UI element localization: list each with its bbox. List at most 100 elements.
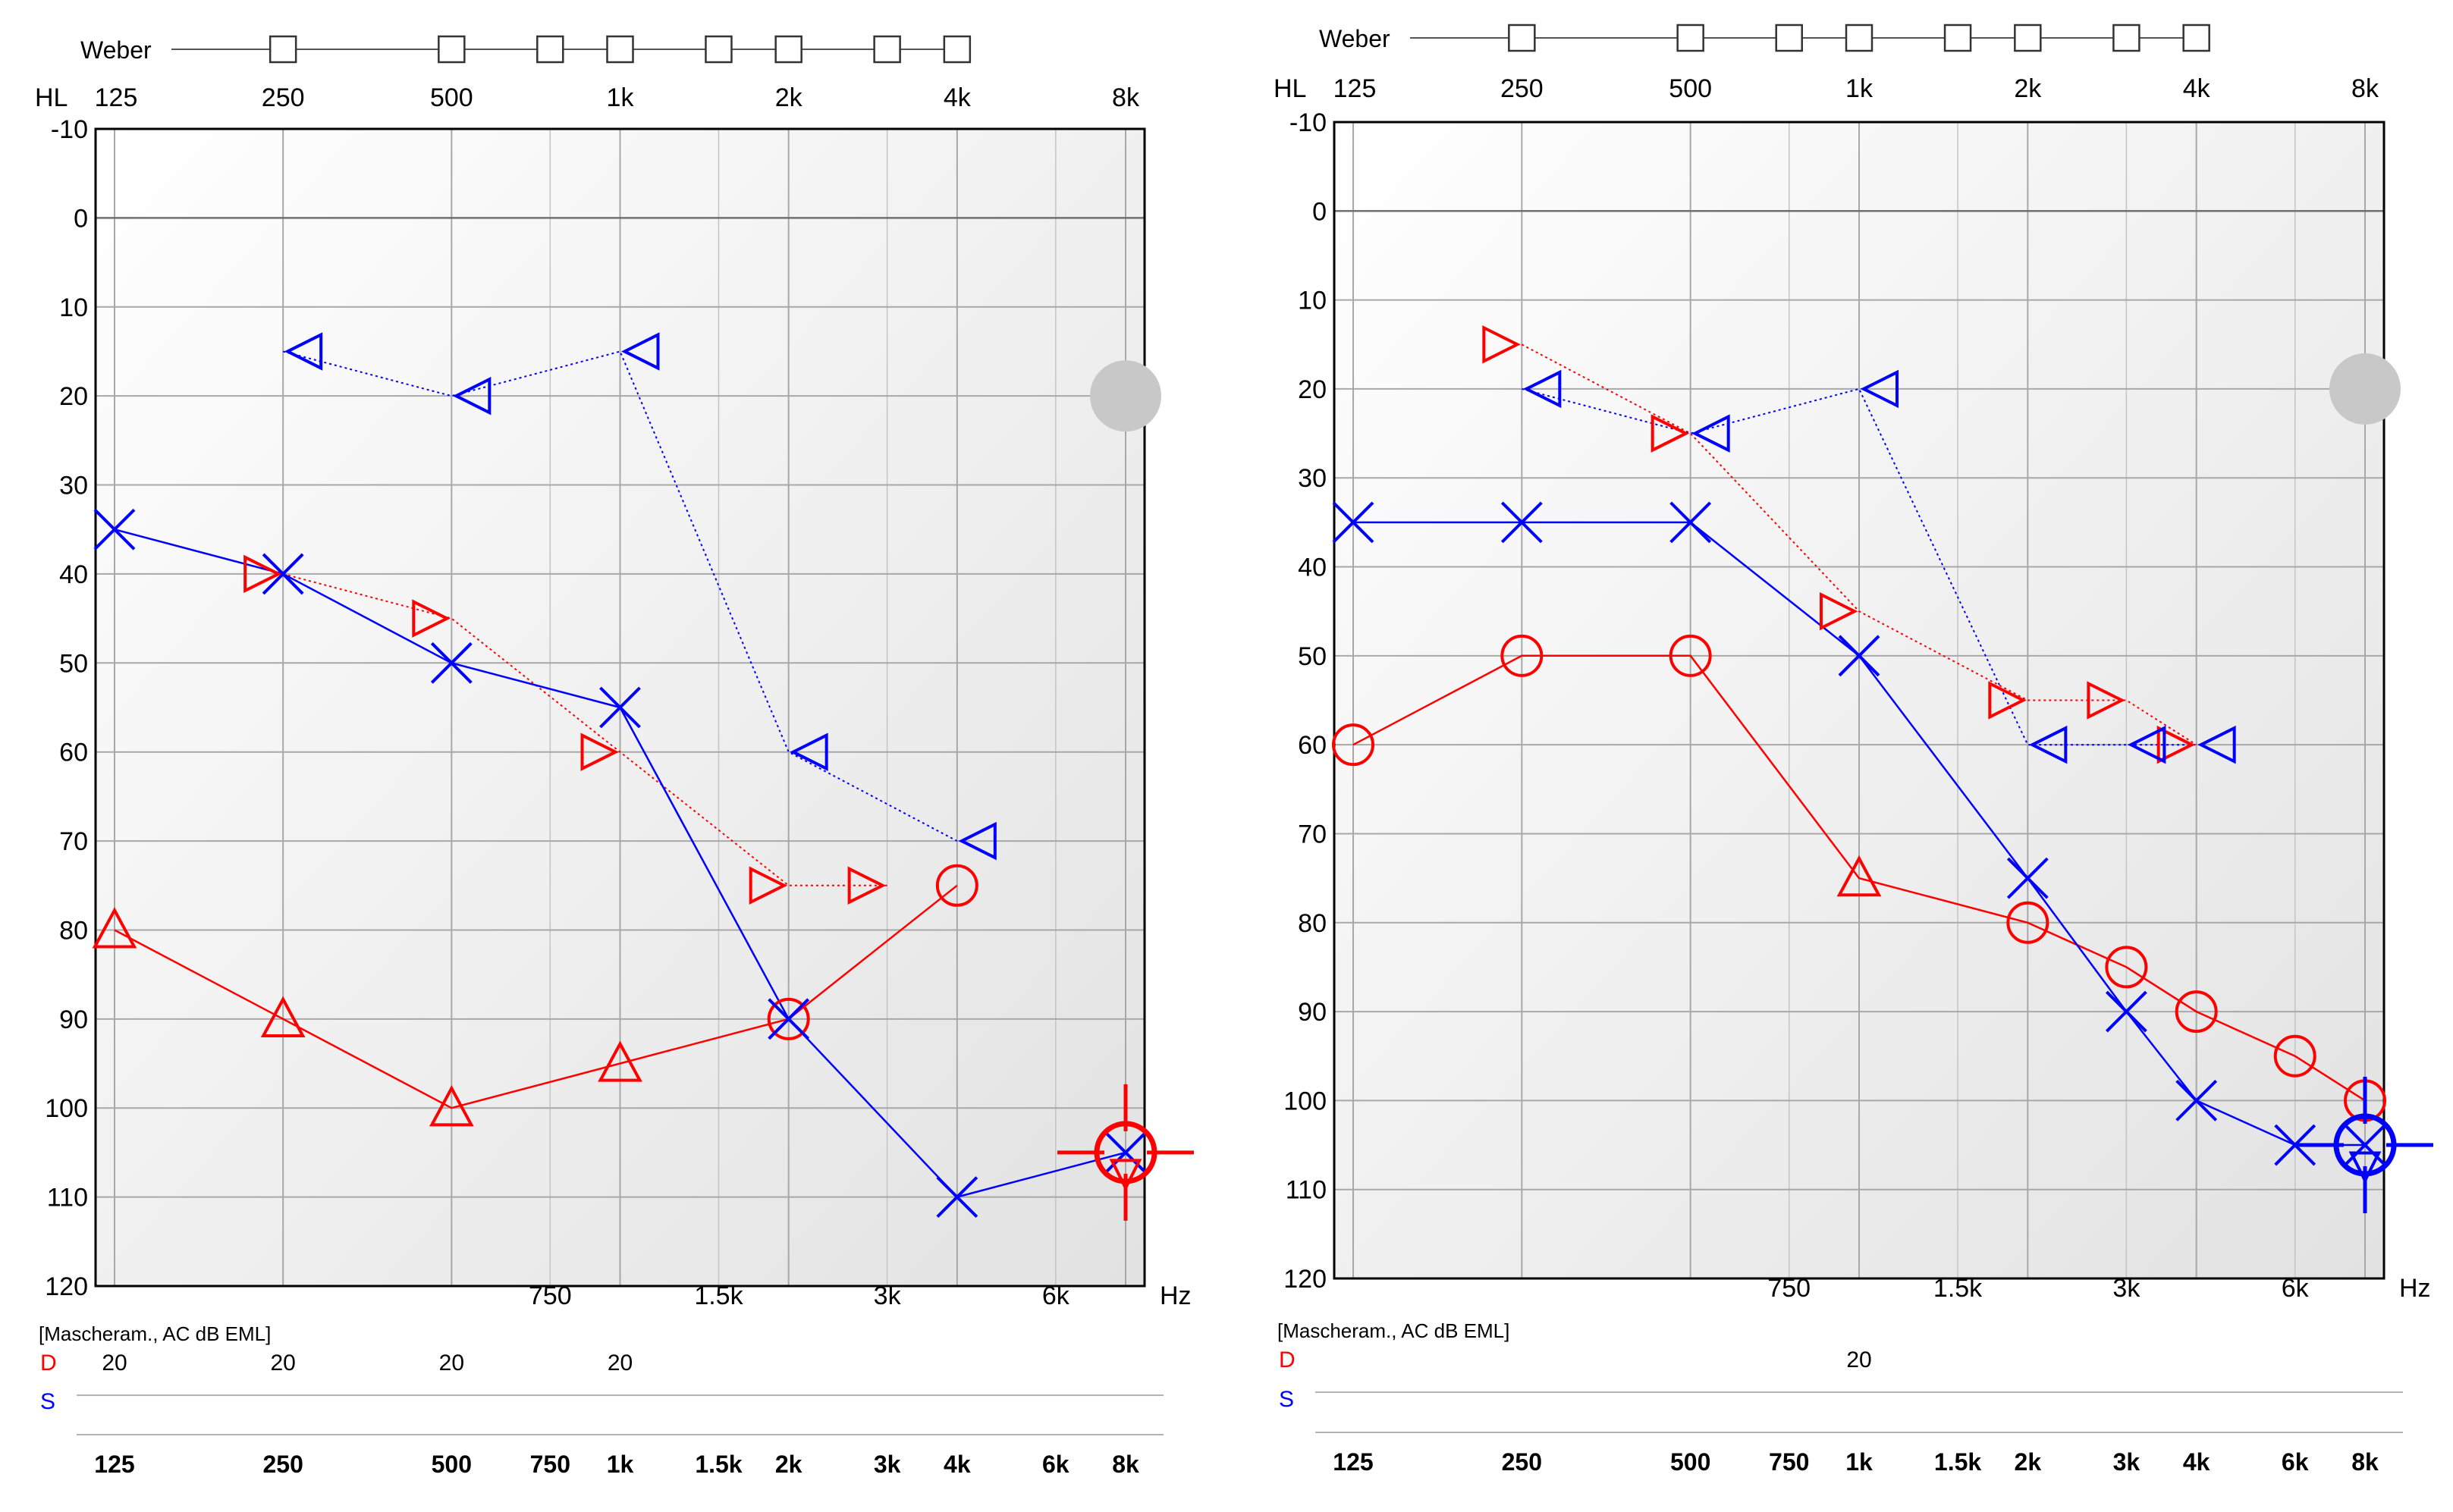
data-point-right-bc-right [2156,725,2196,764]
freq-bottom-label: 3k [2113,1448,2140,1476]
data-point-left-bc-left [621,332,660,371]
data-point-left-cross [768,998,810,1040]
data-point-right-circle [1669,634,1712,677]
series-line-right-ac [114,884,958,1109]
data-point-left-bc-left [2028,725,2068,764]
freq-top-label: 4k [2183,74,2211,103]
data-point-right-bc-right [1988,681,2027,720]
data-point-right-bc-right [1482,325,1521,364]
db-tick-label: 0 [1312,197,1327,226]
series-line-left-bc [1522,387,2197,746]
db-tick-label: 50 [59,649,88,678]
masking-value-right: 20 [439,1350,464,1376]
freq-top-label: 125 [95,83,138,112]
weber-checkbox[interactable] [2182,24,2210,52]
masking-row-right-label: D [40,1350,57,1376]
freq-bottom-label: 125 [1333,1448,1373,1476]
db-tick-label: 0 [74,204,88,233]
data-point-right-circle [2273,1034,2316,1078]
audiogram-panel-left[interactable]: -10 0 10 20 30 40 50 60 70 80 90 100 110 120 HL 125 250 5… [35,35,1194,1478]
masking-row-left-label: S [1279,1387,1294,1412]
frequency-marker[interactable] [1090,360,1161,432]
data-point-right-bc-right [412,599,451,638]
freq-bottom-label: 750 [530,1451,570,1478]
freq-top-label: 2k [2014,74,2042,103]
db-tick-label: 90 [59,1005,88,1034]
data-point-left-cross [936,1176,978,1219]
freq-mid-label: 6k [1042,1281,1070,1310]
freq-top-label: 8k [1112,83,1140,112]
weber-checkbox[interactable] [1508,24,1536,52]
db-tick-label: 100 [45,1094,88,1123]
data-point-right-circle [2175,990,2218,1034]
weber-checkbox[interactable] [606,35,634,64]
data-point-left-cross [1838,635,1880,677]
freq-top-label: 8k [2351,74,2379,103]
data-point-left-cross [2175,1079,2218,1121]
freq-bottom-label: 1k [1845,1448,1873,1476]
freq-bottom-label: 1.5k [695,1451,742,1478]
frequency-marker[interactable] [2329,353,2401,425]
data-point-left-bc-left [1860,369,1899,409]
masking-value-right: 20 [608,1350,633,1376]
data-point-left-cross [599,686,641,729]
weber-checkbox[interactable] [269,35,297,64]
data-point-right-triangle-up [598,1040,642,1082]
db-tick-label: 30 [1298,464,1327,493]
freq-top-label: 125 [1333,74,1377,103]
freq-bottom-label: 250 [262,1451,303,1478]
data-point-left-bc-left [2197,725,2236,764]
freq-mid-label: 3k [874,1281,902,1310]
data-point-right-bc-right [749,866,788,905]
freq-top-label: 1k [1845,74,1874,103]
masking-row-right-label: D [1279,1347,1296,1372]
data-point-left-cross [1332,501,1374,544]
masking-table-title: [Mascheram., AC dB EML] [39,1322,271,1345]
data-point-right-bc-right [1820,591,1858,631]
db-tick-label: 80 [59,916,88,945]
weber-checkbox[interactable] [1676,24,1704,52]
data-point-left-bc-left [1691,414,1730,453]
freq-top-label: 500 [1669,74,1712,103]
selection-cursor-crosshair[interactable] [2297,1077,2433,1214]
data-point-right-circle [2105,946,2148,989]
freq-top-label: 1k [607,83,635,112]
series-line-right-ac [1352,654,2366,1102]
freq-top-label: 250 [262,83,305,112]
plot-frame [94,127,1146,1288]
db-tick-label: 70 [1298,820,1327,849]
weber-checkbox[interactable] [438,35,466,64]
data-point-left-cross [2344,1124,2386,1166]
data-point-right-circle [2006,901,2049,944]
db-tick-label: 110 [1286,1176,1327,1205]
weber-checkbox[interactable] [2112,24,2140,52]
freq-bottom-label: 500 [1670,1448,1710,1476]
data-point-left-cross [1104,1131,1147,1174]
weber-checkbox[interactable] [873,35,901,64]
weber-checkbox[interactable] [705,35,733,64]
weber-checkbox[interactable] [2014,24,2042,52]
db-tick-label: 90 [1298,998,1327,1027]
audiogram-panel-right[interactable]: -10 0 10 20 30 40 50 60 70 80 90 100 110 120 HL 125 250 5… [1274,24,2433,1476]
data-point-right-bc-right [847,866,887,905]
data-point-left-cross [430,642,473,684]
weber-checkbox[interactable] [1845,24,1874,52]
freq-bottom-label: 6k [2282,1448,2309,1476]
weber-checkbox[interactable] [1775,24,1803,52]
plot-frame [1333,121,2385,1280]
weber-checkbox[interactable] [536,35,564,64]
weber-checkbox[interactable] [774,35,802,64]
data-point-left-cross [2105,990,2147,1033]
freq-bottom-label: 8k [1112,1451,1139,1478]
freq-mid-label: 750 [529,1281,572,1310]
weber-checkbox[interactable] [943,35,972,64]
freq-bottom-label: 1.5k [1934,1448,1981,1476]
selection-cursor-crosshair[interactable] [1057,1084,1194,1221]
weber-checkbox[interactable] [1943,24,1972,52]
data-point-left-triangle-down [2348,1151,2382,1184]
db-tick-label: 40 [59,560,88,589]
series-line-right-bc [282,572,887,886]
freq-bottom-label: 8k [2351,1448,2379,1476]
freq-mid-label: 1.5k [694,1281,743,1310]
